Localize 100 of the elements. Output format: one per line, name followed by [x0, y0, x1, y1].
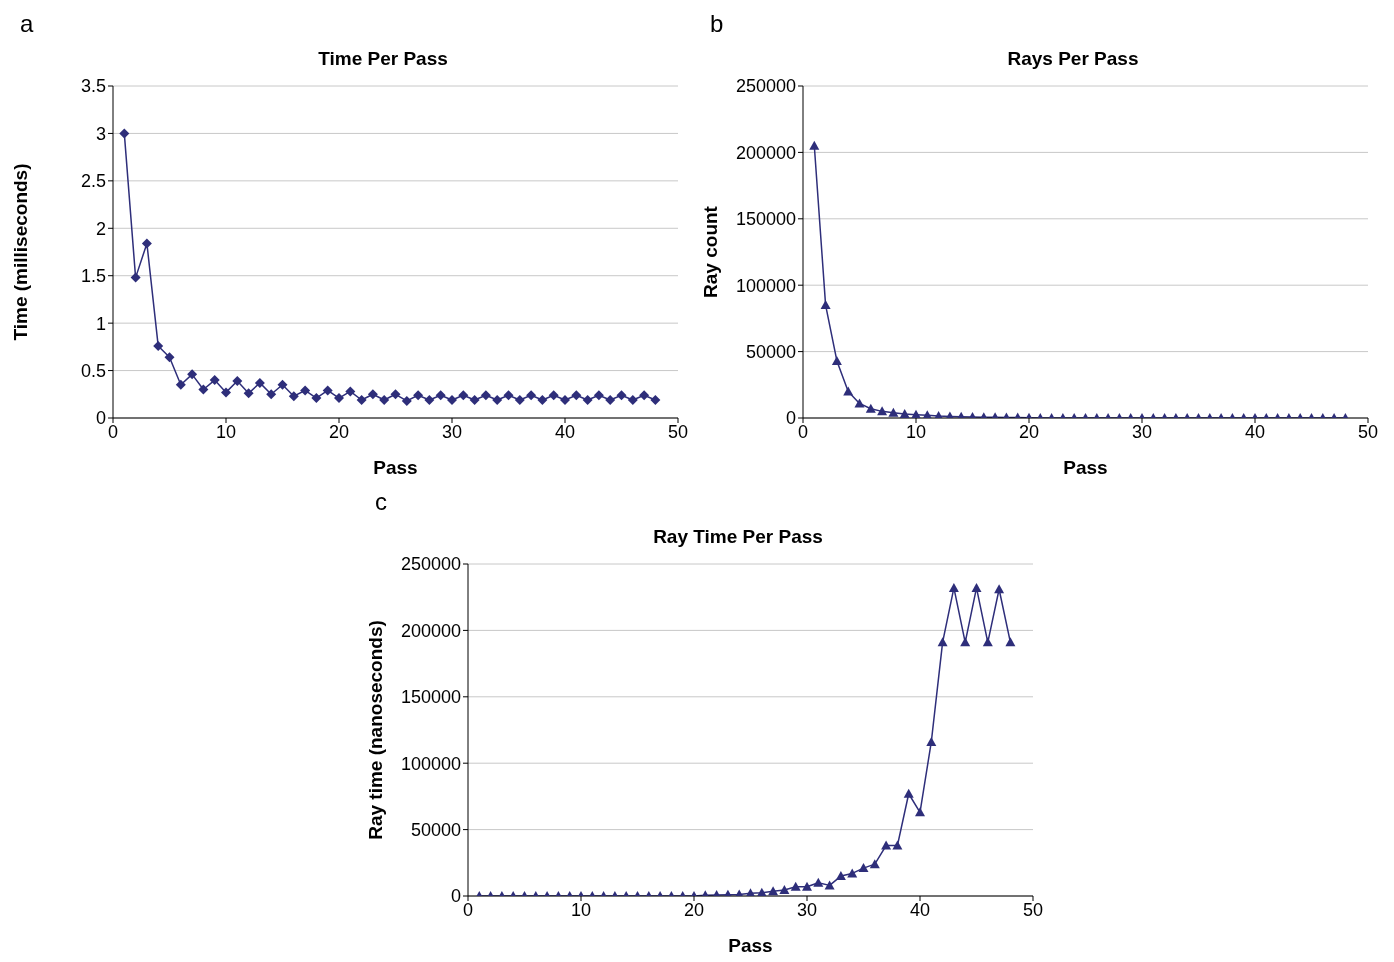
y-tick-label: 3.5 [80, 76, 106, 97]
x-tick-label: 30 [796, 899, 818, 920]
y-axis-title: Ray time (nanoseconds) [364, 620, 386, 840]
chart-title: Rays Per Pass [1006, 48, 1140, 70]
point [960, 637, 971, 647]
point [892, 840, 903, 850]
y-tick-label: 150000 [400, 687, 461, 708]
y-tick-label: 0 [785, 408, 796, 429]
point [768, 886, 779, 896]
point [650, 394, 661, 405]
point [232, 376, 243, 387]
point [198, 384, 209, 395]
point [514, 394, 525, 405]
point [937, 637, 948, 647]
x-tick-label: 0 [797, 421, 809, 442]
x-tick-label: 30 [1131, 421, 1153, 442]
x-tick-label: 10 [570, 899, 592, 920]
point [288, 391, 299, 402]
chart-title: Time Per Pass [317, 48, 449, 70]
point [926, 736, 937, 746]
y-tick-label: 1 [95, 313, 106, 334]
point [537, 394, 548, 405]
point [447, 394, 457, 405]
point [379, 394, 390, 405]
x-tick-label: 30 [441, 421, 463, 442]
point [130, 272, 141, 283]
x-tick-label: 10 [905, 421, 927, 442]
x-tick-label: 0 [462, 899, 474, 920]
point [843, 386, 854, 396]
point [831, 355, 842, 365]
point [345, 386, 356, 397]
point [1005, 637, 1016, 647]
x-axis-title: Pass [373, 457, 418, 478]
x-tick-label: 20 [328, 421, 350, 442]
x-tick-label: 50 [667, 421, 689, 442]
point [888, 407, 899, 417]
point [593, 390, 604, 401]
point [254, 377, 265, 388]
point [639, 390, 650, 401]
point [820, 300, 831, 310]
y-axis-title: Time (milliseconds) [9, 163, 31, 341]
point [243, 388, 254, 399]
y-tick-label: 0 [95, 408, 106, 429]
y-tick-label: 150000 [735, 209, 796, 230]
chart-title: Ray Time Per Pass [652, 526, 824, 548]
point [835, 871, 846, 881]
point [480, 390, 491, 401]
point [469, 394, 480, 405]
point [813, 877, 824, 887]
point [187, 369, 198, 380]
y-axis-title: Ray count [699, 205, 721, 298]
x-tick-label: 40 [1244, 421, 1266, 442]
point [881, 840, 892, 850]
x-tick-label: 20 [1018, 421, 1040, 442]
point [869, 859, 880, 869]
point [971, 582, 982, 592]
point [367, 389, 378, 400]
point [435, 390, 446, 401]
point [982, 637, 993, 647]
point [492, 394, 503, 405]
point [560, 394, 570, 405]
point [790, 881, 801, 891]
y-tick-label: 3 [95, 123, 106, 144]
point [877, 406, 888, 416]
point [356, 394, 367, 405]
point [605, 394, 616, 405]
point [802, 881, 812, 891]
y-tick-label: 200000 [400, 620, 461, 641]
point [865, 403, 876, 413]
point [854, 398, 865, 408]
point [903, 788, 914, 798]
y-tick-label: 250000 [400, 554, 461, 575]
point [503, 390, 514, 401]
point [311, 393, 322, 404]
point [153, 340, 164, 351]
x-tick-label: 50 [1022, 899, 1044, 920]
y-tick-label: 50000 [410, 819, 461, 840]
y-tick-label: 100000 [400, 753, 461, 774]
point [119, 128, 130, 139]
y-tick-label: 50000 [745, 341, 796, 362]
point [424, 394, 435, 405]
point [994, 584, 1005, 594]
y-tick-label: 250000 [735, 76, 796, 97]
point [266, 389, 277, 400]
point [779, 885, 790, 895]
point [401, 395, 412, 406]
x-tick-label: 50 [1357, 421, 1379, 442]
point [809, 140, 820, 150]
x-tick-label: 10 [215, 421, 237, 442]
x-tick-label: 20 [683, 899, 705, 920]
x-tick-label: 40 [554, 421, 576, 442]
y-tick-label: 200000 [735, 142, 796, 163]
point [571, 390, 582, 401]
point [858, 863, 869, 873]
point [221, 387, 231, 398]
point [582, 394, 593, 405]
point [175, 379, 186, 390]
point [334, 393, 344, 404]
text: b [710, 10, 724, 38]
y-tick-label: 0.5 [80, 360, 106, 381]
